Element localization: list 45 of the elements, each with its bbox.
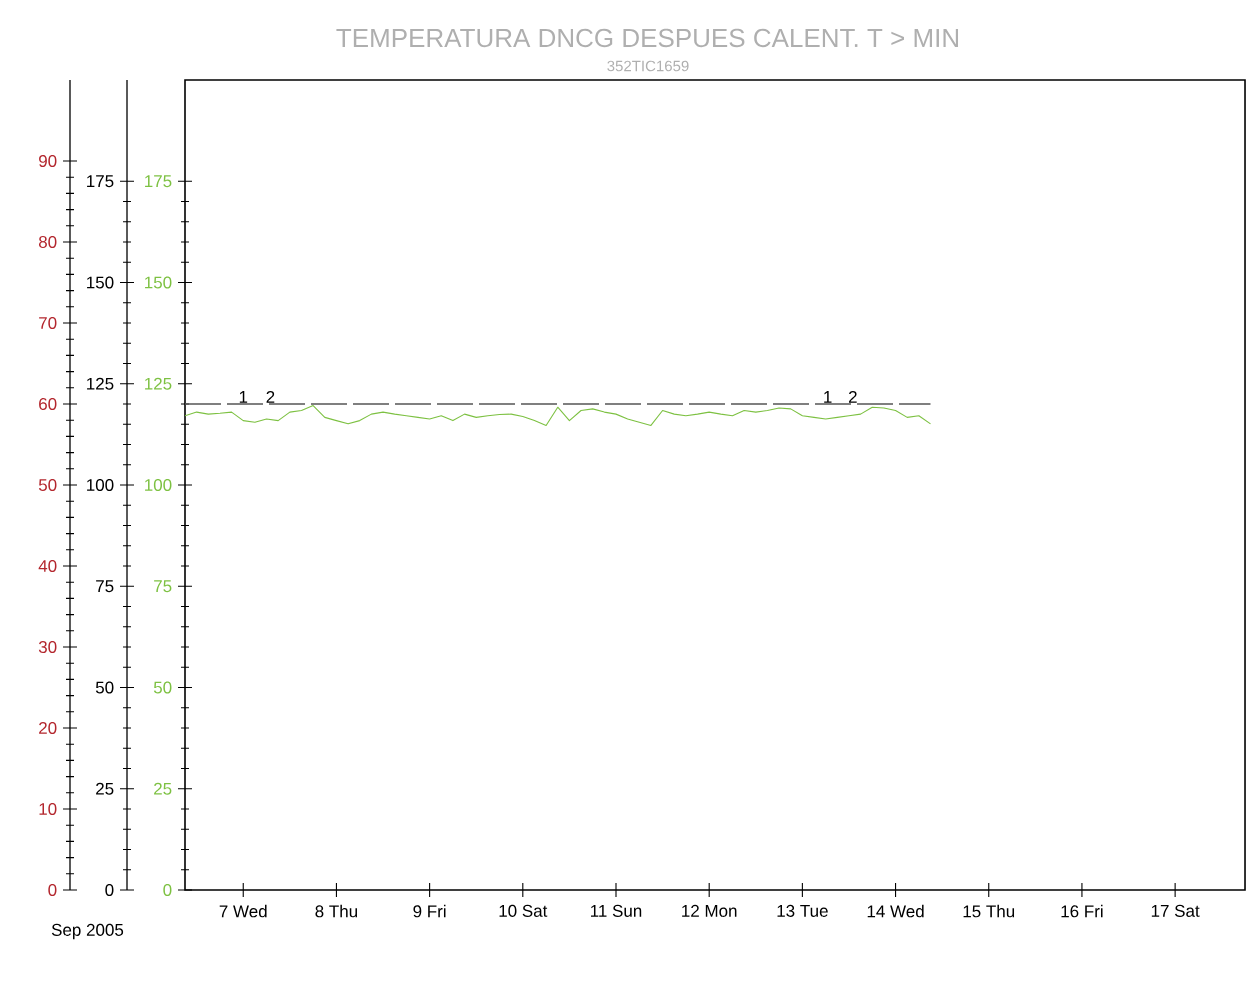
y-tick-label: 25 [96, 782, 114, 795]
annotation: 2 [266, 390, 275, 403]
x-tick-label: 16 Fri [1061, 904, 1103, 918]
y3-tick-label: 80 [38, 235, 57, 249]
y3-tick-label: 40 [38, 559, 57, 573]
x-tick-label: 8 Thu [315, 904, 358, 918]
y2-tick-label: 0 [163, 883, 172, 897]
y2-tick-label: 175 [145, 175, 172, 188]
y-tick-label: 100 [87, 478, 114, 492]
x-tick-label: 15 Thu [963, 904, 1015, 918]
y3-tick-label: 70 [39, 316, 57, 330]
x-tick-label: 11 Sun [590, 904, 642, 917]
y3-tick-label: 50 [38, 478, 57, 492]
y-tick-label: 0 [105, 883, 114, 897]
annotation: 1 [239, 391, 248, 403]
line-series [185, 405, 932, 427]
y-tick-label: 125 [87, 377, 114, 390]
x-axis-title: Sep 2005 [51, 923, 124, 940]
y3-tick-label: 10 [39, 802, 57, 816]
y3-tick-label: 0 [48, 883, 57, 897]
y-tick-label: 150 [87, 276, 114, 289]
y2-tick-label: 75 [154, 580, 172, 593]
x-tick-label: 7 Wed [219, 904, 267, 918]
x-tick-label: 13 Tue [777, 904, 828, 917]
y-tick-label: 75 [96, 580, 114, 593]
annotation: 1 [824, 391, 832, 403]
y3-tick-label: 20 [39, 721, 57, 735]
x-tick-label: 12 Mon [682, 904, 737, 917]
chart-title: TEMPERATURA DNCG DESPUES CALENT. T > MIN [336, 28, 959, 48]
x-tick-label: 17 Sat [1151, 904, 1200, 917]
y2-tick-label: 150 [145, 276, 172, 289]
y-tick-label: 175 [87, 175, 114, 188]
y2-tick-label: 25 [154, 782, 172, 795]
y3-tick-label: 60 [39, 397, 57, 411]
y-tick-label: 50 [95, 681, 114, 694]
y2-tick-label: 50 [153, 681, 172, 694]
y3-tick-label: 90 [39, 154, 57, 168]
y3-tick-label: 30 [38, 640, 57, 654]
y2-tick-label: 100 [145, 478, 172, 492]
x-tick-label: 10 Sat [499, 904, 548, 917]
x-tick-label: 9 Fri [413, 904, 446, 918]
annotation: 2 [848, 390, 857, 403]
y2-tick-label: 125 [145, 377, 172, 390]
x-tick-label: 14 Wed [867, 904, 924, 918]
chart-subtitle: 352TIC1659 [607, 60, 689, 72]
